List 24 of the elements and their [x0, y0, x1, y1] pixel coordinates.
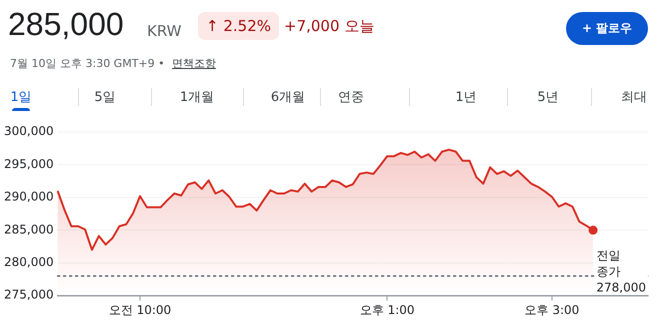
y-tick-label: 300,000 [4, 124, 54, 138]
text: 5일 [94, 89, 116, 106]
y-tick-label: 285,000 [4, 222, 54, 236]
x-tick-label: 오후 3:00 [524, 302, 580, 317]
text: 1개월 [180, 89, 214, 106]
text: 6개월 [270, 89, 306, 106]
y-tick-label: 295,000 [4, 156, 54, 171]
y-tick-label: 275,000 [4, 288, 54, 302]
ref-line-label: 전일 종가 278,000 [596, 248, 646, 295]
text: KRW [147, 22, 182, 40]
text: 면책조항 [172, 56, 216, 71]
x-tick-label: 오전 10:00 [108, 302, 172, 317]
text: 1년 [455, 89, 477, 106]
text: + 팔로우 [566, 12, 648, 45]
y-tick-label: 290,000 [4, 190, 54, 204]
y-tick-label: 280,000 [4, 255, 54, 270]
text: 최대 [621, 89, 647, 106]
text: 연중 [338, 89, 364, 106]
x-tick-label: 오후 1:00 [360, 302, 415, 317]
text: +7,000 오늘 [284, 17, 374, 36]
text: ↑ 2.52% [198, 12, 279, 40]
text: 1일 [10, 89, 32, 106]
text: 7월 10일 오후 3:30 GMT+9 • [10, 56, 165, 71]
text: 5년 [537, 89, 559, 106]
